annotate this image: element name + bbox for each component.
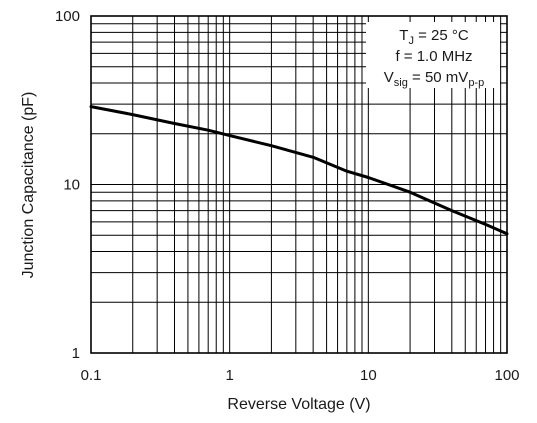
series-layer — [89, 105, 509, 236]
y-tick-label: 1 — [72, 345, 80, 362]
x-tick-label: 100 — [494, 367, 519, 384]
conditions-annotation: TJ = 25 °C f = 1.0 MHz Vsig = 50 mVp-p — [366, 22, 500, 89]
x-tick-label: 0.1 — [81, 367, 102, 384]
y-tick-label: 10 — [63, 177, 80, 194]
y-axis-label: Junction Capacitance (pF) — [20, 92, 37, 279]
condition-signal-voltage: Vsig = 50 mVp-p — [384, 69, 484, 89]
plot-frame — [90, 15, 508, 354]
x-axis-label: Reverse Voltage (V) — [227, 396, 370, 413]
conditions-box — [366, 22, 500, 88]
capacitance-curve — [89, 105, 509, 236]
y-tick-label: 100 — [55, 8, 80, 25]
y-tick-labels: 1 10 100 — [55, 8, 80, 362]
x-tick-label: 1 — [225, 367, 233, 384]
condition-frequency: f = 1.0 MHz — [395, 48, 472, 65]
x-tick-label: 10 — [360, 367, 377, 384]
x-tick-labels: 0.1 1 10 100 — [81, 367, 520, 384]
condition-temperature: TJ = 25 °C — [399, 27, 469, 47]
